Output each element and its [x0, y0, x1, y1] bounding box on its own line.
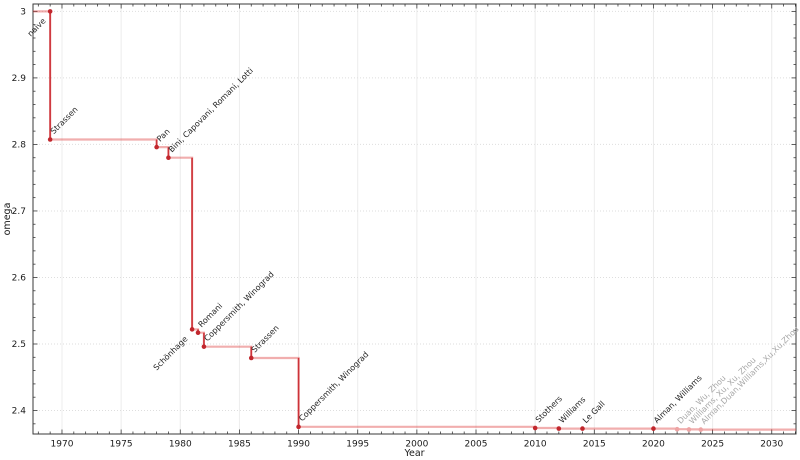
- point-14-williams-xu-xu-zhou: [686, 427, 692, 432]
- point-0-naive: [47, 9, 53, 14]
- point-13-duan-wu-zhou: [674, 426, 680, 432]
- point-5-romani: [195, 330, 201, 335]
- point-2-pan: [154, 144, 159, 150]
- tick-labels: 1970 1975 1980 1985 1990 1995 2000 2005 2010 2015…: [12, 7, 784, 449]
- x-tick-label-2010: 2010: [524, 440, 547, 450]
- point-7-strassen: [248, 355, 254, 361]
- y-tick-label-3: 3: [20, 7, 26, 17]
- point-6-coppersmith-winograd: [201, 344, 207, 349]
- x-tick-label-1970: 1970: [51, 440, 74, 450]
- x-tick-label-2005: 2005: [465, 440, 488, 450]
- x-tick-label-1990: 1990: [287, 440, 310, 450]
- data-points: [47, 9, 704, 432]
- y-tick-label-2.7: 2.7: [12, 207, 26, 217]
- point-label-14-williams-xu-xu-zhou: Williams, Xu, Xu, Zhou: [687, 356, 757, 426]
- point-15-alman-duan-williams-xu-xu-zhou: [698, 427, 704, 432]
- x-tick-label-2015: 2015: [583, 440, 606, 450]
- axis-ticks: [33, 4, 796, 434]
- point-10-williams: [556, 426, 562, 431]
- x-tick-label-1980: 1980: [169, 440, 192, 450]
- y-tick-label-2.8: 2.8: [12, 140, 27, 150]
- point-3-bini-capovani-romani-lotti: [166, 155, 171, 161]
- omega-step-line: [33, 10, 796, 431]
- gridlines: [33, 4, 796, 434]
- x-tick-label-1975: 1975: [110, 440, 133, 450]
- x-tick-label-1995: 1995: [346, 440, 369, 450]
- point-12-alman-williams: [651, 426, 656, 431]
- axes-frame: [32, 3, 797, 435]
- x-tick-label-2020: 2020: [642, 440, 665, 450]
- y-axis-label: omega: [2, 203, 13, 236]
- x-tick-label-1985: 1985: [228, 440, 251, 450]
- point-4-sch-nhage: [189, 327, 195, 332]
- y-tick-label-2.9: 2.9: [12, 74, 27, 84]
- x-axis-label: Year: [403, 448, 424, 459]
- point-8-coppersmith-winograd: [296, 424, 301, 430]
- x-tick-label-2025: 2025: [701, 440, 724, 450]
- point-1-strassen: [47, 137, 53, 142]
- point-label-4-sch-nhage: Schönhage: [152, 334, 190, 372]
- x-tick-label-2000: 2000: [405, 440, 428, 450]
- point-label-7-strassen: Strassen: [250, 323, 281, 354]
- y-tick-label-2.6: 2.6: [12, 273, 27, 283]
- point-11-le-gall: [580, 426, 585, 431]
- point-9-stothers: [532, 425, 538, 431]
- y-tick-label-2.4: 2.4: [12, 407, 27, 417]
- y-tick-label-2.5: 2.5: [12, 340, 26, 350]
- step-drops: [49, 11, 702, 430]
- x-tick-label-2030: 2030: [760, 440, 783, 450]
- point-label-1-strassen: Strassen: [49, 105, 80, 136]
- point-label-8-coppersmith-winograd: Coppersmith, Winograd: [297, 350, 370, 423]
- point-label-15-alman-duan-williams-xu-xu-zhou: Alman,Duan,Williams,Xu,Xu,Zhou: [699, 325, 800, 426]
- point-label-0-naive: naive: [26, 16, 48, 38]
